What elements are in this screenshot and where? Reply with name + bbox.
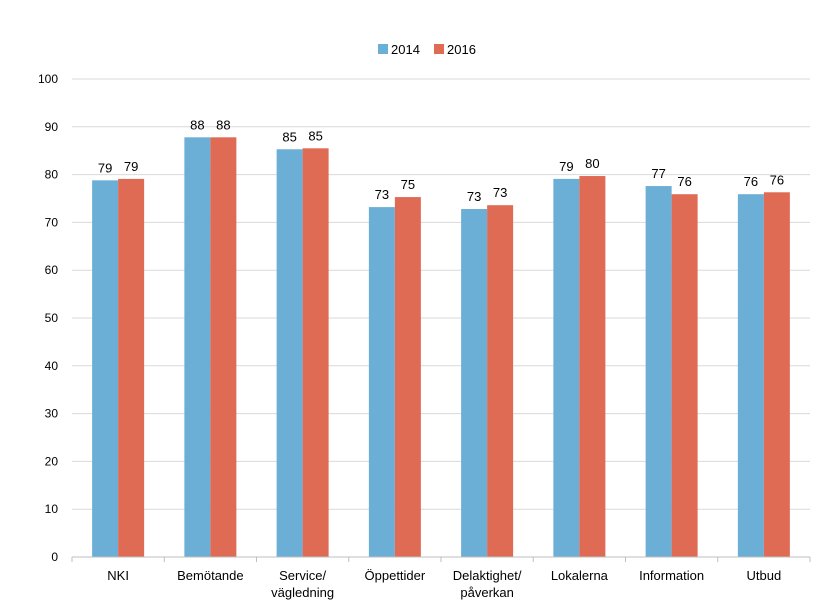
y-tick-label: 10 <box>45 502 59 516</box>
category-label: Information <box>639 568 704 583</box>
y-tick-label: 100 <box>38 72 58 86</box>
y-tick-label: 50 <box>45 311 59 325</box>
data-label-2014-7: 76 <box>744 174 758 189</box>
bar-2016-4 <box>487 205 514 557</box>
bar-2016-2 <box>302 148 329 557</box>
category-label-line: Lokalerna <box>551 568 609 583</box>
category-label: Öppettider <box>365 568 426 583</box>
data-label-2014-5: 79 <box>559 159 573 174</box>
gridlines <box>72 78 810 510</box>
bar-2016-5 <box>579 176 606 557</box>
category-label: Service/vägledning <box>271 568 334 600</box>
bar-2014-4 <box>461 209 488 558</box>
data-label-2016-0: 79 <box>124 159 138 174</box>
category-label-line: Information <box>639 568 704 583</box>
data-label-2014-3: 73 <box>375 187 389 202</box>
bar-2014-5 <box>553 178 580 558</box>
data-label-2014-6: 77 <box>651 166 665 181</box>
data-label-2016-4: 73 <box>493 185 507 200</box>
y-tick-label: 20 <box>45 454 59 468</box>
data-label-2016-7: 76 <box>770 172 784 187</box>
y-tick-label: 70 <box>45 215 59 229</box>
y-tick-label: 40 <box>45 359 59 373</box>
category-label: Delaktighet/påverkan <box>453 568 522 600</box>
category-label: Bemötande <box>177 568 244 583</box>
data-label-2016-5: 80 <box>585 156 599 171</box>
category-label-line: Utbud <box>747 568 782 583</box>
category-label: Lokalerna <box>551 568 609 583</box>
category-label: NKI <box>107 568 129 583</box>
bar-2014-3 <box>368 207 395 557</box>
category-label-line: vägledning <box>271 585 334 600</box>
y-tick-label: 60 <box>45 263 59 277</box>
bar-2016-7 <box>763 192 790 557</box>
bars: 79 79 88 88 85 85 73 75 73 73 79 80 77 76 76 76 <box>92 117 790 558</box>
data-label-2014-4: 73 <box>467 189 481 204</box>
category-label-line: NKI <box>107 568 129 583</box>
bar-2014-0 <box>92 180 119 557</box>
bar-2016-0 <box>118 178 145 558</box>
category-label-line: Delaktighet/ <box>453 568 522 583</box>
data-label-2014-0: 79 <box>98 160 112 175</box>
y-tick-label: 30 <box>45 407 59 421</box>
data-label-2014-2: 85 <box>282 129 296 144</box>
legend-label-2016: 2016 <box>447 42 476 57</box>
bar-2014-2 <box>276 149 303 558</box>
bar-2014-1 <box>184 137 211 558</box>
data-label-2016-3: 75 <box>401 177 415 192</box>
bar-2016-6 <box>671 194 698 557</box>
category-label-line: Service/ <box>279 568 326 583</box>
x-axis: NKI Bemötande Service/vägledning Öppettider… <box>71 556 811 600</box>
y-tick-label: 90 <box>45 120 59 134</box>
bar-2016-3 <box>394 197 421 558</box>
category-label-line: Bemötande <box>177 568 244 583</box>
bar-2014-7 <box>737 194 764 557</box>
y-tick-label: 80 <box>45 168 59 182</box>
category-label: Utbud <box>747 568 782 583</box>
category-label-line: påverkan <box>460 585 513 600</box>
legend: 2014 2016 <box>378 42 476 57</box>
legend-swatch-2014 <box>378 44 388 54</box>
data-label-2016-1: 88 <box>216 117 230 132</box>
category-label-line: Öppettider <box>365 568 426 583</box>
bar-2014-6 <box>645 186 672 557</box>
y-axis: 0 10 20 30 40 50 60 70 80 90 100 <box>38 72 58 564</box>
data-label-2016-2: 85 <box>308 128 322 143</box>
data-label-2016-6: 76 <box>677 174 691 189</box>
bar-2016-1 <box>210 137 237 558</box>
legend-swatch-2016 <box>434 44 444 54</box>
legend-label-2014: 2014 <box>391 42 420 57</box>
y-tick-label: 0 <box>51 550 58 564</box>
data-label-2014-1: 88 <box>190 117 204 132</box>
